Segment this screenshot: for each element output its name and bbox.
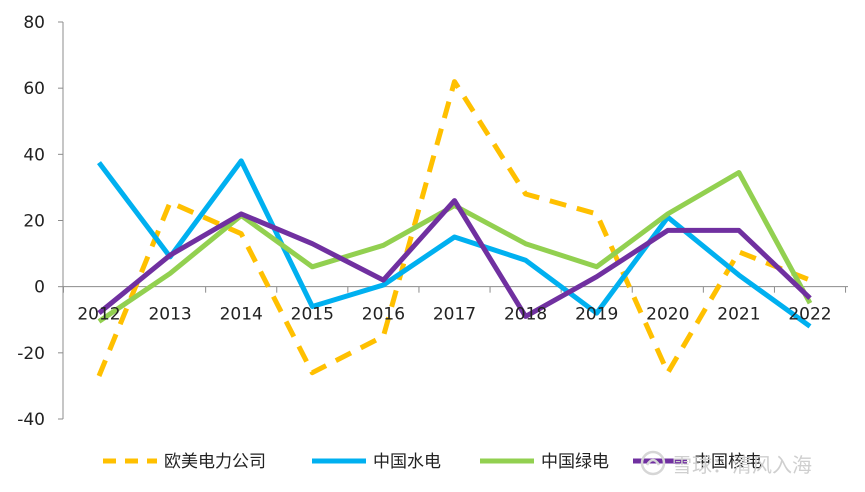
- series-lines: [96, 79, 813, 377]
- series-line-3: [97, 170, 813, 324]
- legend-label-4: 中国核电: [694, 452, 762, 472]
- y-tick-label: 60: [23, 79, 45, 99]
- x-tick-label: 2021: [717, 305, 760, 325]
- legend-label-3: 中国绿电: [541, 452, 609, 472]
- y-tick-label: 20: [23, 212, 45, 232]
- watermark: 雪球：清风入海: [640, 446, 812, 480]
- series-line-2: [97, 158, 812, 329]
- x-tick-label: 2013: [148, 305, 191, 325]
- x-tick-labels: 2012 2013 2014 2015 2016 2017 2018 2019 2020 2021…: [77, 305, 831, 325]
- watermark-text: 雪球：清风入海: [672, 452, 812, 477]
- series-line-1: [96, 79, 811, 377]
- legend-label-2: 中国水电: [373, 452, 441, 472]
- y-tick-labels: 80 60 40 20 0 -20 -40: [17, 13, 45, 430]
- snowball-logo-icon: [640, 450, 666, 476]
- y-tick-label: 0: [34, 278, 45, 298]
- x-tick-label: 2017: [433, 305, 476, 325]
- x-tick-label: 2020: [646, 305, 689, 325]
- y-tick-label: -20: [17, 344, 45, 364]
- x-tick-label: 2022: [788, 305, 831, 325]
- legend-label-1: 欧美电力公司: [164, 452, 266, 472]
- x-tick-label: 2019: [575, 305, 618, 325]
- x-tick-label: 2015: [291, 305, 334, 325]
- y-tick-label: 40: [23, 145, 45, 165]
- series-line-4: [97, 198, 812, 319]
- y-tick-label: 80: [23, 13, 45, 33]
- legend: 欧美电力公司 中国水电 中国绿电 中国核电: [103, 452, 762, 472]
- x-tick-label: 2014: [220, 305, 263, 325]
- x-tick-label: 2018: [504, 305, 547, 325]
- y-tick-label: -40: [17, 410, 45, 430]
- x-tick-label: 2016: [362, 305, 405, 325]
- x-tick-label: 2012: [77, 305, 120, 325]
